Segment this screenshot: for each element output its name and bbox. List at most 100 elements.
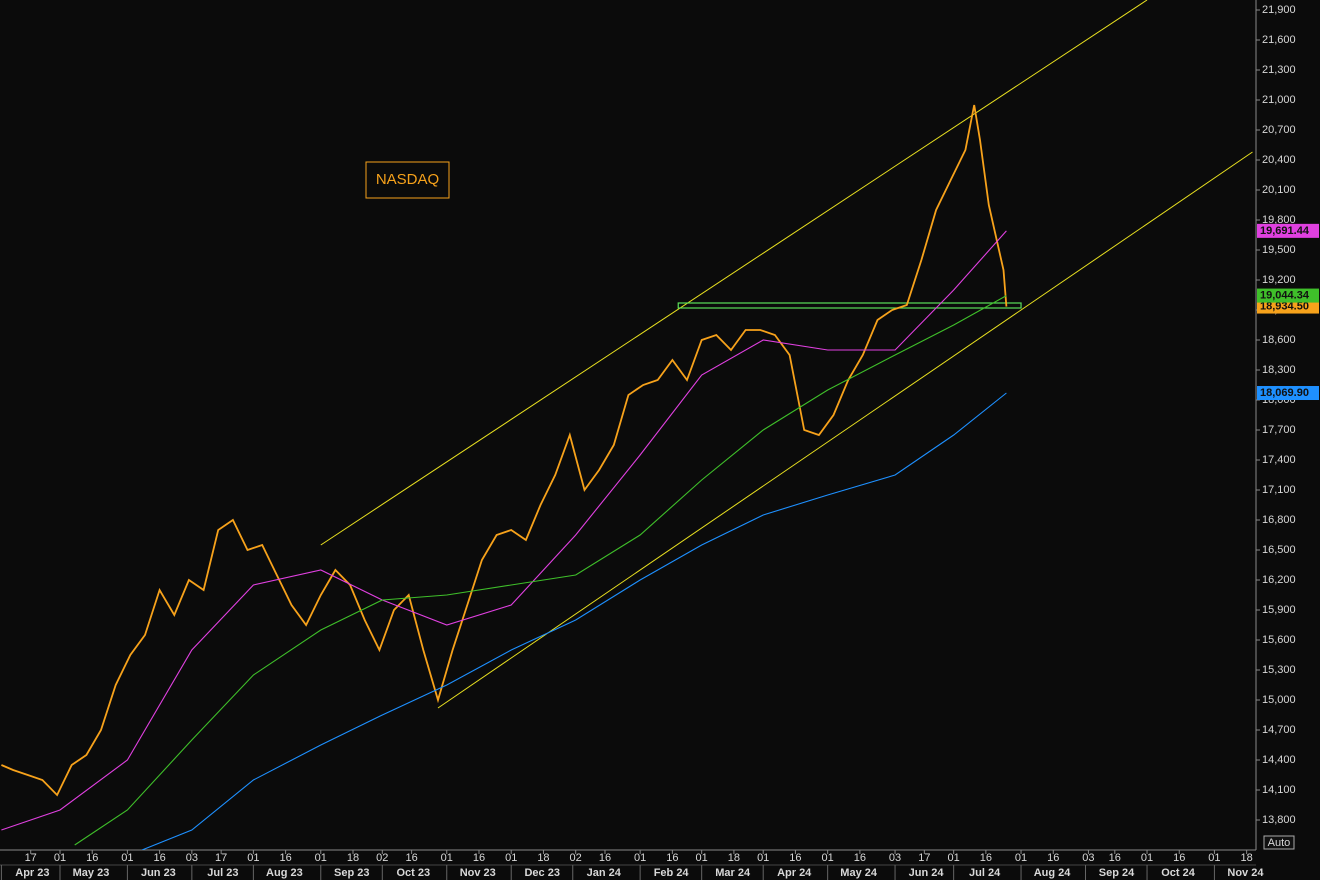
x-tick-label: 01 [441,852,453,864]
x-tick-label: 16 [666,852,678,864]
y-tick-label: 14,700 [1262,724,1296,736]
last-value-label: 18,934.50 [1260,300,1309,312]
x-tick-label: 16 [473,852,485,864]
y-tick-label: 17,100 [1262,484,1296,496]
x-tick-label: 01 [247,852,259,864]
x-tick-label: 16 [153,852,165,864]
y-tick-label: 21,000 [1262,94,1296,106]
month-label: May 24 [840,867,878,879]
x-tick-label: 18 [347,852,359,864]
month-label: Jul 23 [207,867,238,879]
x-tick-label: 18 [728,852,740,864]
x-tick-label: 16 [1173,852,1185,864]
last-value-label: 18,069.90 [1260,387,1309,399]
last-value-tag [1257,386,1319,401]
y-tick-label: 20,100 [1262,184,1296,196]
last-value-tag [1257,299,1319,314]
y-tick-label: 15,600 [1262,634,1296,646]
x-tick-label: 16 [854,852,866,864]
x-tick-label: 01 [757,852,769,864]
month-label: Aug 23 [266,867,303,879]
x-tick-label: 01 [505,852,517,864]
x-tick-label: 02 [570,852,582,864]
x-tick-label: 01 [54,852,66,864]
y-tick-label: 17,700 [1262,424,1296,436]
x-tick-label: 16 [1047,852,1059,864]
x-tick-label: 01 [1015,852,1027,864]
x-tick-label: 16 [86,852,98,864]
y-tick-label: 21,600 [1262,34,1296,46]
price-line [1,104,1008,797]
month-label: Feb 24 [654,867,690,879]
annotation: NASDAQ [376,171,439,188]
y-tick-label: 17,400 [1262,454,1296,466]
auto-button[interactable] [1263,835,1295,850]
moving-average [74,295,1007,846]
x-tick-label: 16 [980,852,992,864]
y-tick-label: 14,100 [1262,784,1296,796]
y-tick-label: 15,900 [1262,604,1296,616]
x-tick-label: 01 [1141,852,1153,864]
x-tick-label: 18 [1241,852,1253,864]
x-tick-label: 18 [537,852,549,864]
x-tick-label: 03 [889,852,901,864]
last-value-label: 19,044.34 [1260,289,1310,301]
last-value-label: 19,691.44 [1260,225,1310,237]
x-tick-label: 03 [186,852,198,864]
y-tick-label: 19,800 [1262,214,1296,226]
x-tick-label: 16 [279,852,291,864]
y-tick-label: 15,000 [1262,694,1296,706]
x-tick-label: 17 [215,852,227,864]
month-label: Apr 23 [15,867,49,879]
moving-average [141,392,1007,850]
x-tick-label: 17 [918,852,930,864]
y-tick-label: 15,300 [1262,664,1296,676]
y-tick-label: 16,800 [1262,514,1296,526]
y-tick-label: 19,200 [1262,274,1296,286]
x-tick-label: 01 [315,852,327,864]
x-tick-label: 02 [376,852,388,864]
month-label: Nov 23 [460,867,496,879]
y-tick-label: 21,300 [1262,64,1296,76]
month-label: Jan 24 [587,867,622,879]
annotation-box [365,161,450,199]
y-tick-label: 18,300 [1262,364,1296,376]
month-label: May 23 [73,867,110,879]
y-tick-label: 20,400 [1262,154,1296,166]
month-label: Aug 24 [1034,867,1072,879]
x-tick-label: 01 [121,852,133,864]
x-tick-label: 01 [1208,852,1220,864]
y-tick-label: 20,700 [1262,124,1296,136]
month-label: Oct 23 [396,867,430,879]
y-tick-label: 21,900 [1262,4,1296,16]
last-value-tag [1257,288,1319,303]
x-tick-label: 01 [822,852,834,864]
x-tick-label: 16 [405,852,417,864]
channel-line [437,151,1253,709]
month-label: Apr 24 [777,867,812,879]
y-tick-label: 18,600 [1262,334,1296,346]
y-tick-label: 16,500 [1262,544,1296,556]
x-tick-label: 16 [1109,852,1121,864]
last-value-tag [1257,223,1319,238]
support-zone [677,302,1022,309]
channel-line [320,0,1148,546]
x-tick-label: 16 [789,852,801,864]
x-tick-label: 01 [696,852,708,864]
month-label: Jul 24 [969,867,1001,879]
x-tick-label: 16 [599,852,611,864]
x-tick-label: 17 [25,852,37,864]
y-tick-label: 19,500 [1262,244,1296,256]
auto-button-label[interactable]: Auto [1268,837,1291,849]
month-label: Mar 24 [715,867,751,879]
y-tick-label: 13,800 [1262,814,1296,826]
month-label: Sep 23 [334,867,369,879]
x-tick-label: 01 [948,852,960,864]
x-tick-label: 01 [634,852,646,864]
y-tick-label: 14,400 [1262,754,1296,766]
month-label: Sep 24 [1099,867,1135,879]
month-label: Dec 23 [524,867,559,879]
